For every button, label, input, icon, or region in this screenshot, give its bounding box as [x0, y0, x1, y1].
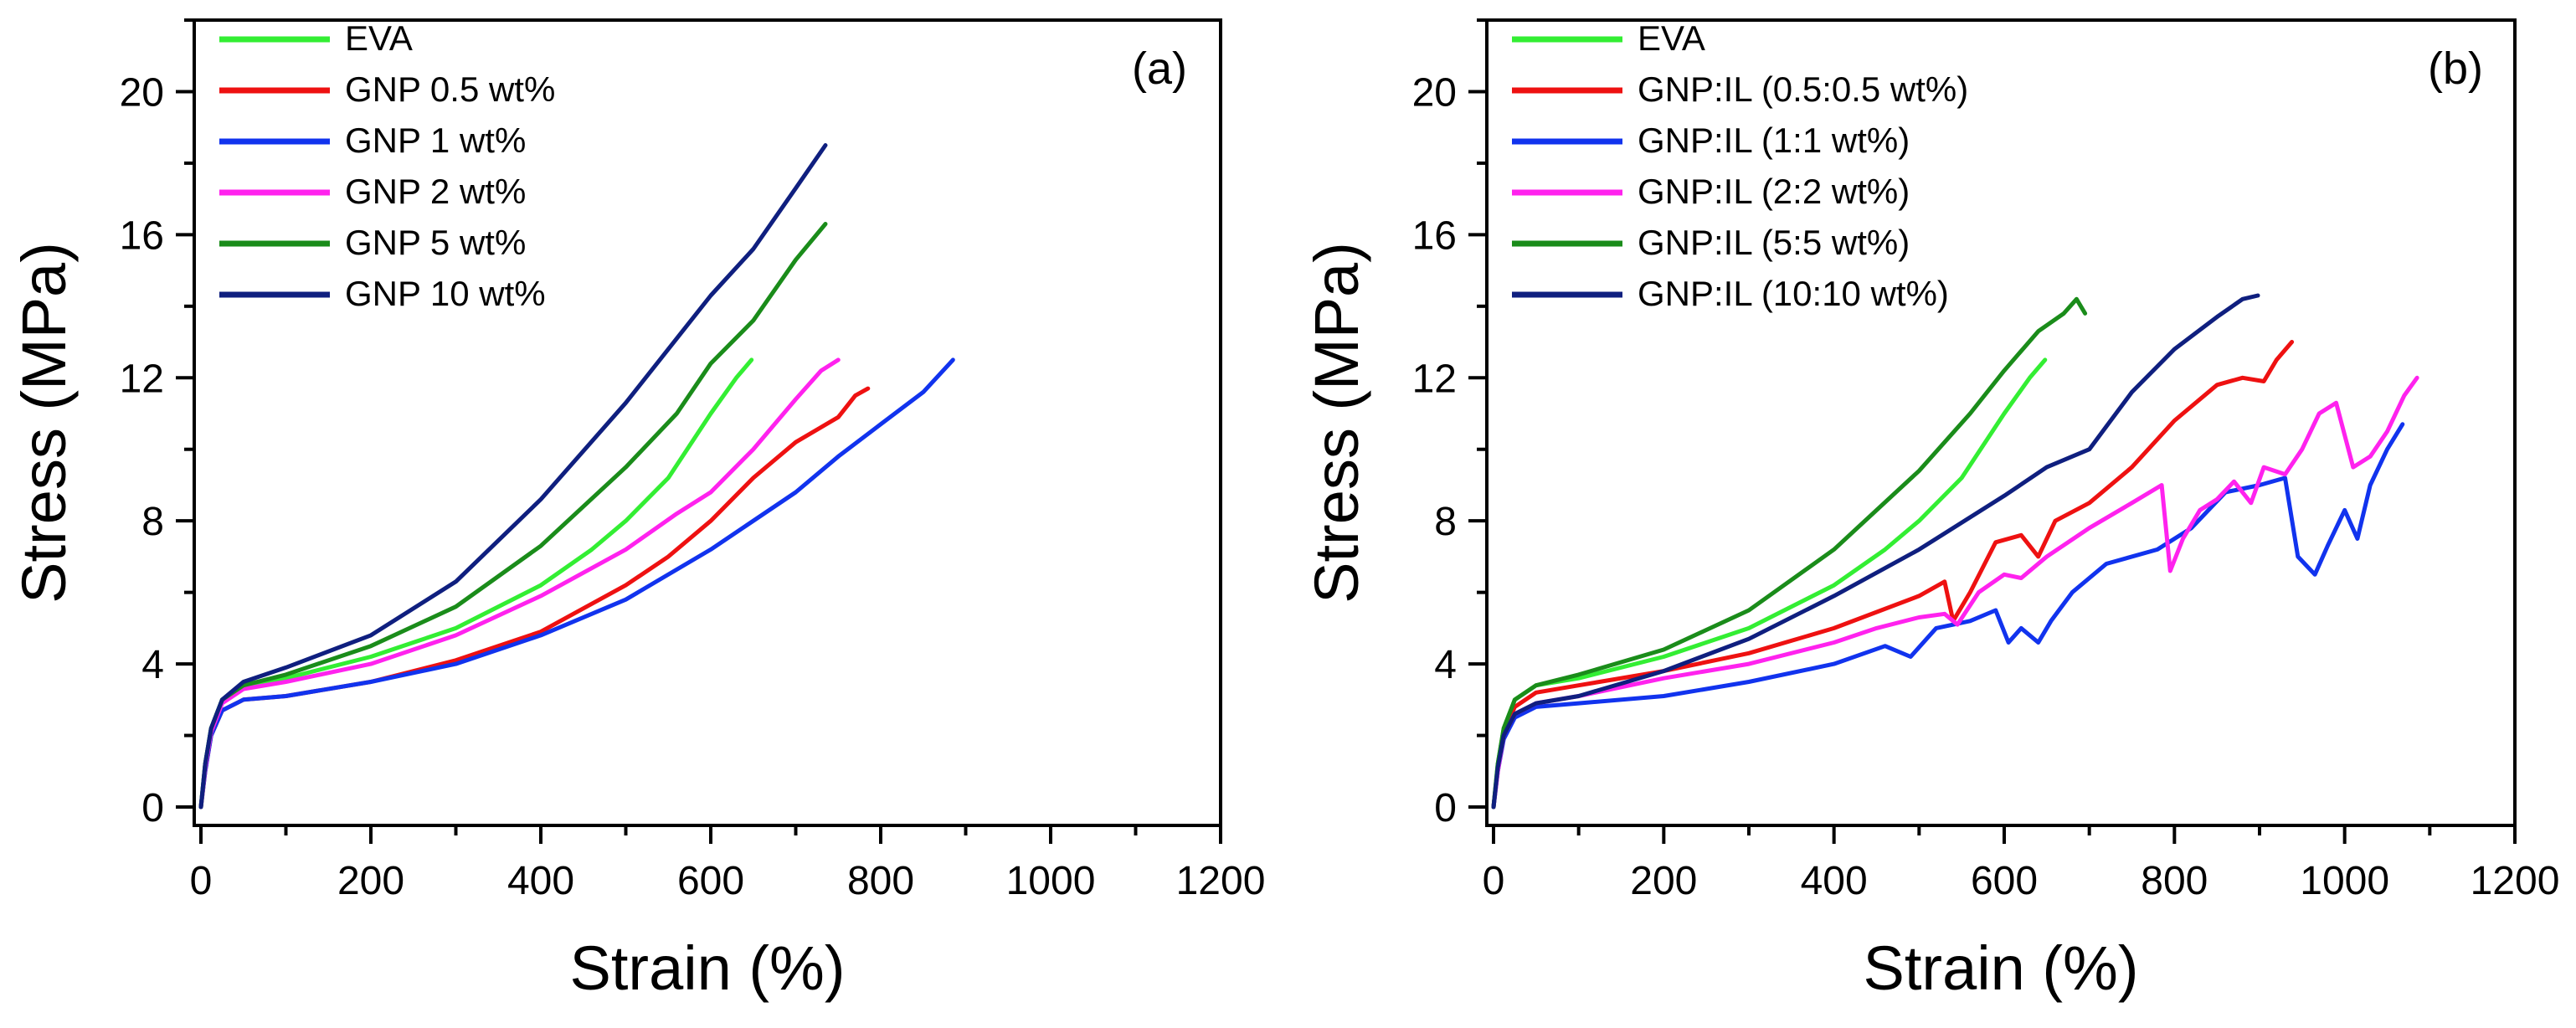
x-tick-label: 1200 [1176, 859, 1266, 903]
y-axis-title: Stress (MPa) [1302, 242, 1371, 604]
y-tick-label: 8 [141, 500, 164, 544]
series-line-gnp-il-2-2-wt [1491, 375, 2419, 810]
legend-label: GNP 0.5 wt% [345, 69, 555, 109]
y-tick-label: 0 [1434, 786, 1457, 830]
legend-label: GNP 2 wt% [345, 172, 526, 211]
x-tick-label: 200 [337, 859, 404, 903]
x-tick-label: 1200 [2471, 859, 2560, 903]
y-tick-label: 4 [141, 643, 164, 687]
x-axis-title: Strain (%) [1864, 933, 2139, 1003]
chart-panel-a: 0 200 400 600 800 1000 1200 0 4 8 12 16 20 Strain (%)… [9, 18, 1265, 1003]
series-line-gnp-il-0-5-0-5-wt [1491, 340, 2295, 810]
panel-label: (b) [2428, 44, 2483, 94]
x-tick-label: 600 [677, 859, 744, 903]
x-tick-label: 200 [1630, 859, 1697, 903]
legend-label: GNP:IL (10:10 wt%) [1638, 274, 1949, 313]
x-tick-label: 1000 [2300, 859, 2389, 903]
plot-frame [193, 18, 1222, 827]
series-line-eva [198, 357, 754, 810]
legend-label: GNP:IL (1:1 wt%) [1638, 121, 1910, 160]
y-tick-label: 0 [141, 786, 164, 830]
plot-frame [1485, 18, 2517, 827]
series-line-eva [1491, 357, 2048, 810]
panel-label: (a) [1132, 44, 1187, 94]
x-tick-label: 0 [1483, 859, 1505, 903]
x-tick-label: 800 [2141, 859, 2208, 903]
y-tick-label: 20 [1412, 70, 1457, 115]
y-tick-label: 12 [1412, 357, 1457, 401]
x-tick-label: 600 [1971, 859, 2038, 903]
y-tick-label: 20 [120, 70, 164, 115]
series-line-gnp-il-1-1-wt [1491, 422, 2405, 810]
legend-label: EVA [345, 18, 413, 58]
series-line-gnp-il-10-10-wt [1491, 293, 2260, 810]
chart-panel-b: 0 200 400 600 800 1000 1200 0 4 8 12 16 20 Strain (%)… [1302, 18, 2559, 1003]
series-line-gnp-1-wt [198, 357, 955, 810]
y-tick-label: 16 [1412, 213, 1457, 258]
legend-label: GNP 1 wt% [345, 121, 526, 160]
series-line-gnp-10-wt [198, 143, 828, 810]
y-axis-title: Stress (MPa) [9, 242, 79, 604]
y-tick-label: 8 [1434, 500, 1457, 544]
series-line-gnp-2-wt [198, 357, 841, 810]
legend-label: GNP 5 wt% [345, 223, 526, 262]
y-tick-label: 12 [120, 357, 164, 401]
x-axis-title: Strain (%) [570, 933, 846, 1003]
legend-label: GNP:IL (5:5 wt%) [1638, 223, 1910, 262]
x-tick-label: 1000 [1006, 859, 1096, 903]
legend-label: EVA [1638, 18, 1705, 58]
series-line-gnp-il-5-5-wt [1491, 296, 2088, 810]
y-tick-label: 4 [1434, 643, 1457, 687]
x-tick-label: 800 [847, 859, 914, 903]
x-tick-label: 400 [507, 859, 574, 903]
legend-label: GNP:IL (2:2 wt%) [1638, 172, 1910, 211]
y-tick-label: 16 [120, 213, 164, 258]
x-tick-label: 400 [1801, 859, 1868, 903]
x-tick-label: 0 [190, 859, 213, 903]
legend-label: GNP 10 wt% [345, 274, 546, 313]
legend-label: GNP:IL (0.5:0.5 wt%) [1638, 69, 1968, 109]
